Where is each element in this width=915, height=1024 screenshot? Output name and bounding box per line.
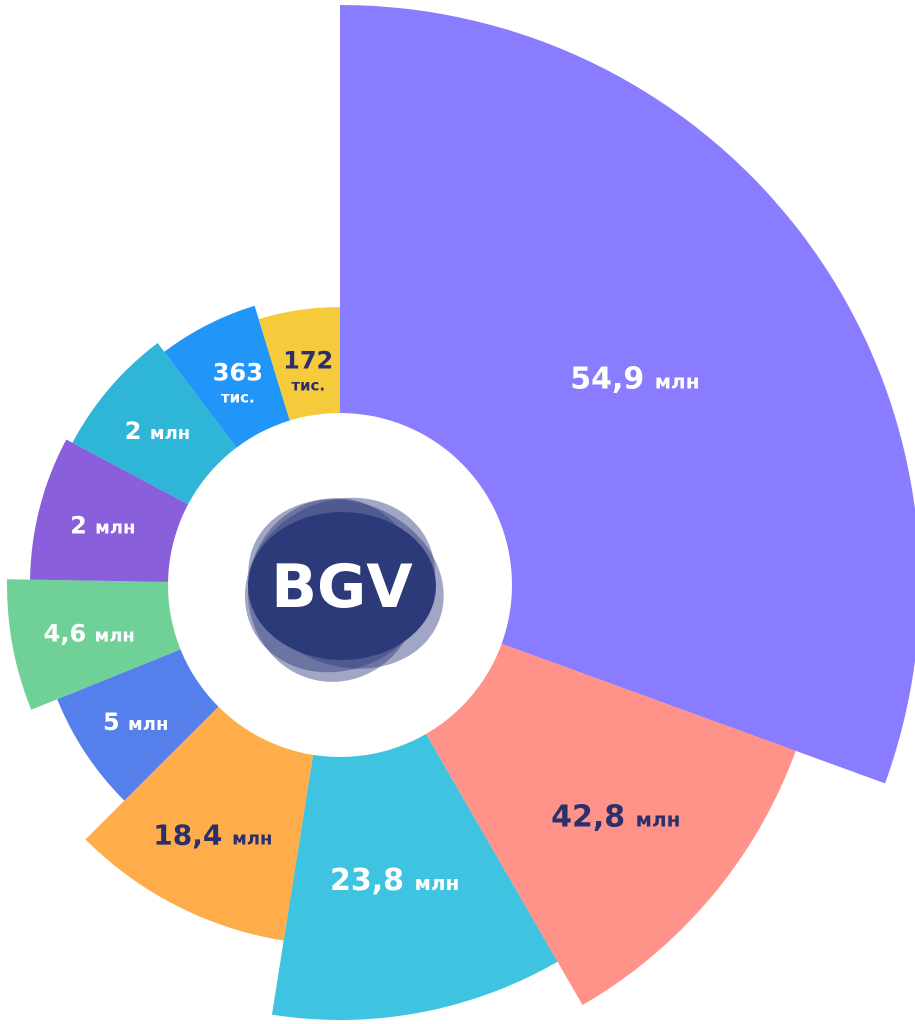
data-label: 4,6 млн	[44, 619, 135, 647]
chart-wedge	[85, 705, 314, 941]
chart-wedge	[425, 643, 796, 1006]
chart-wedge	[164, 305, 291, 450]
data-label: 42,8 млн	[551, 799, 680, 834]
data-label: 2 млн	[70, 512, 135, 540]
bgv-logo: BGV	[244, 497, 444, 682]
chart-wedge	[271, 732, 558, 1021]
data-label: 5 млн	[103, 708, 168, 736]
chart-wedges	[7, 5, 915, 1021]
chart-wedge	[258, 307, 340, 423]
chart-wedge	[57, 648, 220, 801]
logo-core	[248, 512, 436, 660]
chart-wedge	[30, 439, 190, 583]
logo-text: BGV	[271, 552, 413, 622]
data-label: 2 млн	[125, 417, 190, 445]
chart-wedge	[72, 343, 238, 506]
chart-wedge	[340, 5, 915, 784]
data-label: 23,8 млн	[330, 863, 459, 898]
data-label: 363 тис.	[213, 359, 263, 407]
chart-wedge	[7, 579, 183, 710]
chart-labels: 54,9 млн 42,8 млн 23,8 млн 18,4 млн 5 млн 4,6…	[44, 346, 700, 898]
data-label: 172 тис.	[283, 346, 333, 394]
data-label: 54,9 млн	[570, 362, 699, 397]
data-label: 18,4 млн	[153, 818, 272, 851]
